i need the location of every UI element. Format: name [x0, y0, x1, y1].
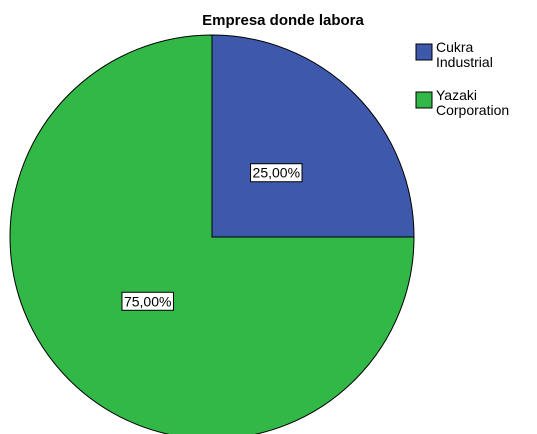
legend-label: Cukra Industrial [436, 39, 493, 70]
pie-slice [9, 34, 415, 434]
data-label-text: 75,00% [124, 293, 171, 309]
legend-swatch [415, 91, 433, 109]
legend-label: Yazaki Corporation [436, 87, 509, 118]
chart-title: Empresa donde labora [202, 12, 364, 29]
data-label: 25,00% [250, 163, 303, 183]
pie-slice [211, 34, 415, 238]
data-label-box [250, 163, 303, 183]
data-label-box [121, 291, 174, 311]
data-label: 75,00% [121, 291, 174, 311]
legend-swatch [415, 43, 433, 61]
data-label-text: 25,00% [253, 165, 300, 181]
